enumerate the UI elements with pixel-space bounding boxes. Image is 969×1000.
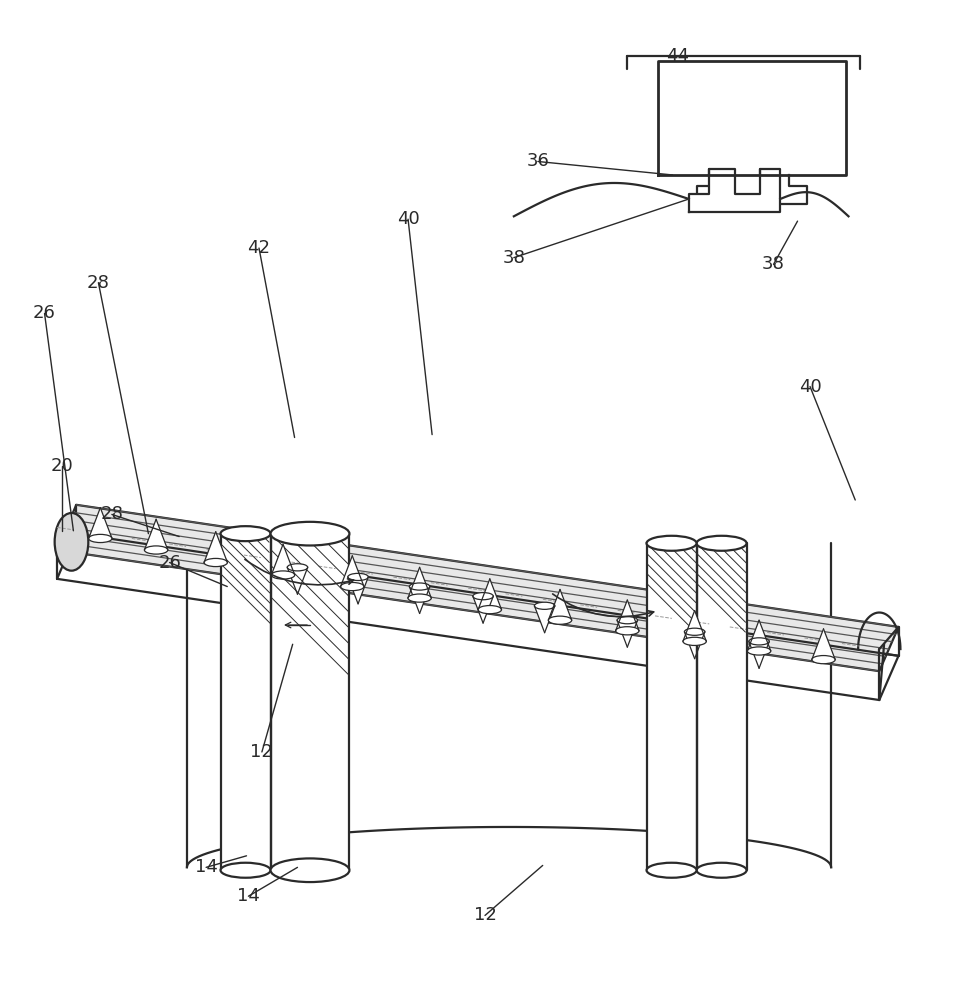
Text: 26: 26 (158, 554, 181, 572)
Polygon shape (688, 169, 779, 212)
Ellipse shape (271, 571, 295, 579)
Ellipse shape (615, 627, 639, 635)
Text: 28: 28 (87, 274, 109, 292)
Ellipse shape (203, 558, 227, 567)
Text: 38: 38 (762, 255, 784, 273)
Ellipse shape (340, 582, 363, 591)
Ellipse shape (646, 863, 696, 878)
Polygon shape (478, 579, 501, 610)
Text: 28: 28 (101, 505, 123, 523)
Text: 26: 26 (33, 304, 56, 322)
Text: 40: 40 (797, 378, 821, 396)
Ellipse shape (811, 656, 834, 664)
Polygon shape (348, 577, 368, 604)
Ellipse shape (748, 638, 768, 645)
Polygon shape (287, 567, 307, 594)
Polygon shape (646, 543, 696, 870)
Polygon shape (684, 632, 704, 659)
Ellipse shape (54, 513, 88, 571)
Ellipse shape (682, 637, 705, 645)
Ellipse shape (409, 583, 429, 590)
Ellipse shape (88, 534, 111, 543)
Ellipse shape (547, 616, 571, 624)
Polygon shape (696, 543, 746, 870)
Polygon shape (88, 508, 111, 538)
Text: 40: 40 (396, 210, 419, 228)
Ellipse shape (534, 602, 554, 609)
Polygon shape (271, 544, 295, 575)
Ellipse shape (348, 573, 368, 581)
Ellipse shape (616, 617, 637, 624)
Text: 38: 38 (502, 249, 525, 267)
Polygon shape (657, 61, 845, 175)
Ellipse shape (220, 863, 270, 878)
Polygon shape (534, 606, 554, 633)
Polygon shape (682, 611, 705, 641)
Text: 12: 12 (250, 743, 273, 761)
Text: 44: 44 (665, 47, 688, 65)
Ellipse shape (746, 647, 770, 655)
Ellipse shape (646, 536, 696, 551)
Polygon shape (697, 175, 806, 204)
Polygon shape (340, 556, 363, 587)
Ellipse shape (220, 526, 270, 541)
Polygon shape (616, 620, 637, 647)
Polygon shape (409, 587, 429, 613)
Polygon shape (57, 505, 897, 671)
Polygon shape (746, 620, 770, 651)
Polygon shape (270, 534, 349, 870)
Ellipse shape (144, 546, 168, 554)
Polygon shape (811, 629, 834, 660)
Ellipse shape (270, 522, 349, 545)
Text: 42: 42 (247, 239, 270, 257)
Polygon shape (203, 532, 227, 563)
Ellipse shape (408, 594, 431, 602)
Polygon shape (472, 596, 493, 623)
Text: 12: 12 (473, 906, 496, 924)
Ellipse shape (478, 606, 501, 614)
Text: 14: 14 (195, 858, 217, 876)
Text: 14: 14 (236, 887, 260, 905)
Polygon shape (748, 641, 768, 668)
Text: 20: 20 (50, 457, 74, 475)
Ellipse shape (696, 536, 746, 551)
Ellipse shape (270, 858, 349, 882)
Polygon shape (408, 567, 431, 598)
Polygon shape (144, 519, 168, 550)
Ellipse shape (472, 593, 493, 600)
Text: 36: 36 (526, 152, 548, 170)
Ellipse shape (684, 628, 704, 635)
Ellipse shape (287, 564, 307, 571)
Polygon shape (547, 589, 571, 620)
Ellipse shape (696, 863, 746, 878)
Polygon shape (220, 534, 270, 870)
Polygon shape (615, 600, 639, 631)
